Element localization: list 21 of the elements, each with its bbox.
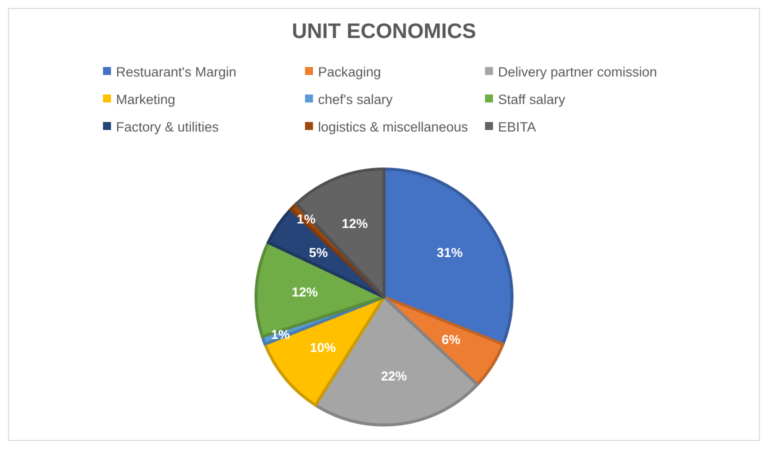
pie-slice bbox=[254, 241, 386, 338]
legend-label: Factory & utilities bbox=[116, 120, 220, 135]
data-label: 12% bbox=[292, 284, 318, 300]
data-label: 1% bbox=[296, 212, 316, 227]
chart-title: UNIT ECONOMICS bbox=[292, 20, 476, 43]
legend-label: Staff salary bbox=[498, 92, 566, 108]
pie-slice bbox=[382, 168, 514, 346]
legend-label: EBITA bbox=[498, 120, 536, 135]
data-label: 22% bbox=[380, 368, 408, 384]
legend-label: Packaging bbox=[318, 64, 382, 80]
pie-slice bbox=[294, 168, 386, 298]
data-label: 31% bbox=[436, 244, 464, 260]
legend-label: Marketing bbox=[116, 92, 176, 108]
data-label: 12% bbox=[342, 216, 368, 231]
legend-label: logistics & miscellaneous bbox=[318, 120, 468, 135]
data-label: 10% bbox=[310, 340, 336, 356]
legend-label: Restuarant's Margin bbox=[116, 64, 236, 80]
data-label: 6% bbox=[442, 332, 461, 348]
legend-label: chef's salary bbox=[318, 92, 393, 108]
data-label: 5% bbox=[308, 244, 328, 260]
legend-label: Delivery partner comission bbox=[498, 64, 658, 80]
